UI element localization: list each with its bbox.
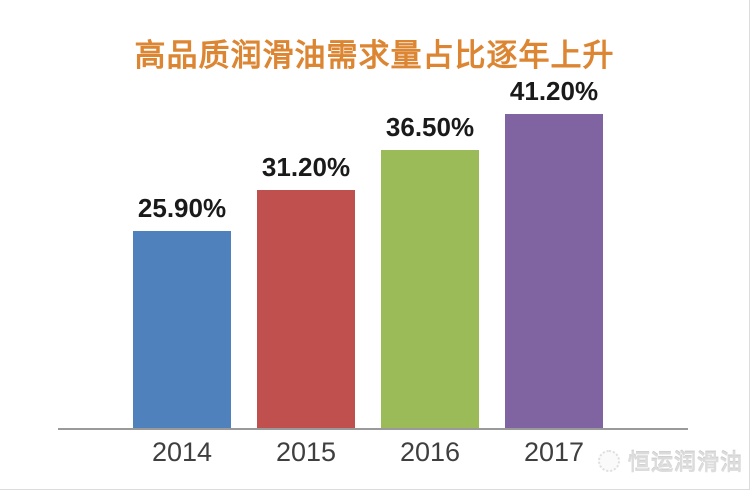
bar-2015	[257, 190, 355, 428]
bar-value-label-2015: 31.20%	[261, 152, 351, 182]
bar-value-label-2014: 25.90%	[137, 193, 227, 223]
x-tick-label-2017: 2017	[523, 437, 585, 467]
x-tick-label-2016: 2016	[399, 437, 461, 467]
watermark: 恒运润滑油	[597, 445, 743, 477]
bar-2016	[381, 150, 479, 428]
watermark-text: 恒运润滑油	[627, 450, 743, 475]
bar-value-label-2017: 41.20%	[509, 76, 599, 106]
logo-circle-icon	[597, 450, 620, 472]
x-tick-label-2014: 2014	[151, 437, 213, 467]
bar-value-label-2016: 36.50%	[385, 112, 475, 142]
chart-title: 高品质润滑油需求量占比逐年上升	[134, 38, 615, 73]
x-tick-label-2015: 2015	[275, 437, 337, 467]
x-axis-line	[58, 428, 688, 430]
bar-2017	[505, 114, 603, 428]
bar-2014	[133, 231, 231, 428]
